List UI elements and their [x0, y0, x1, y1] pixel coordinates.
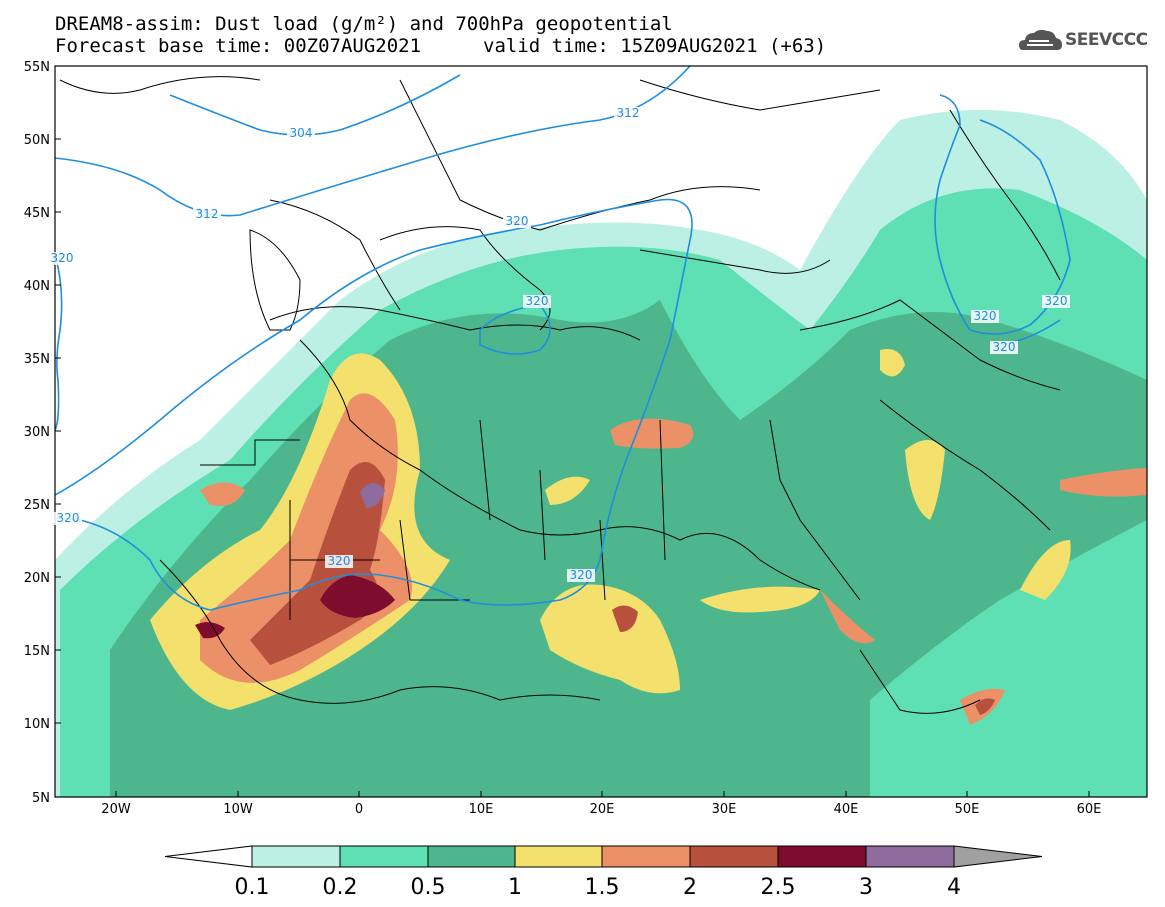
- logo-text: SEEVCCC: [1065, 30, 1148, 50]
- contour-label: 320: [57, 511, 80, 525]
- colorbar-swatch: [689, 845, 779, 868]
- contour-label: 320: [1045, 294, 1068, 308]
- seevccc-logo: SEEVCCC: [1017, 26, 1148, 56]
- valid-time: valid time: 15Z09AUG2021 (+63): [483, 35, 827, 57]
- contour-label-background: [193, 208, 221, 221]
- forecast-base-time: Forecast base time: 00Z07AUG2021: [55, 35, 422, 57]
- contour-label-background: [48, 252, 76, 265]
- contour-label-background: [325, 555, 353, 568]
- contour-label: 304: [290, 126, 313, 140]
- contour-label-background: [990, 341, 1018, 354]
- contour-label-background: [54, 512, 82, 525]
- contour-label-background: [523, 295, 551, 308]
- contour-label-background: [503, 215, 531, 228]
- longitude-label: 10E: [469, 802, 494, 817]
- longitude-label: 0: [355, 802, 363, 817]
- longitude-label: 40E: [834, 802, 859, 817]
- latitude-label: 5N: [32, 791, 50, 806]
- country-borders: [59, 76, 1061, 714]
- contour-label: 312: [617, 106, 640, 120]
- colorbar: 0.1 0.2 0.5 1 1.5 2 2.5 3 4: [164, 845, 1043, 900]
- colorbar-swatch: [339, 845, 429, 868]
- contour-label: 312: [196, 207, 219, 221]
- colorbar-label: 0.5: [411, 875, 446, 900]
- contour-label: 320: [526, 294, 549, 308]
- latitude-label: 15N: [24, 644, 50, 659]
- colorbar-label: 3: [859, 875, 873, 900]
- contour-label: 320: [506, 214, 529, 228]
- colorbar-swatch: [601, 845, 691, 868]
- colorbar-swatch: [514, 845, 603, 868]
- contour-label-background: [567, 569, 595, 582]
- colorbar-label: 4: [947, 875, 961, 900]
- latitude-label: 50N: [24, 133, 50, 148]
- colorbar-label: 1: [508, 875, 522, 900]
- latitude-label: 30N: [24, 425, 50, 440]
- contour-label: 320: [328, 554, 351, 568]
- contour-label: 320: [974, 309, 997, 323]
- longitude-label: 20E: [590, 802, 615, 817]
- contour-label: 320: [570, 568, 593, 582]
- latitude-label: 45N: [24, 206, 50, 221]
- contour-label: 320: [993, 340, 1016, 354]
- map-area: [55, 66, 1147, 797]
- colorbar-swatch: [777, 845, 867, 868]
- colorbar-low-arrow: [164, 845, 253, 868]
- colorbar-swatch: [251, 845, 341, 868]
- contour-label-background: [971, 310, 999, 323]
- longitude-label: 20W: [101, 802, 131, 817]
- colorbar-label: 0.1: [235, 875, 270, 900]
- colorbar-label: 0.2: [323, 875, 358, 900]
- contour-label-background: [1042, 295, 1070, 308]
- colorbar-label: 2: [683, 875, 697, 900]
- longitude-label: 60E: [1077, 802, 1102, 817]
- colorbar-label: 1.5: [585, 875, 620, 900]
- latitude-label: 10N: [24, 717, 50, 732]
- longitude-label: 10W: [223, 802, 253, 817]
- latitude-label: 20N: [24, 571, 50, 586]
- colorbar-high-arrow: [953, 845, 1043, 868]
- contour-label-group: 304 312 312 320 320 320 320 320 320 320 320 320: [48, 106, 1070, 582]
- contour-label-background: [287, 127, 315, 140]
- latitude-label: 25N: [24, 498, 50, 513]
- latitude-label: 35N: [24, 352, 50, 367]
- map-title: DREAM8-assim: Dust load (g/m²) and 700hP…: [55, 13, 673, 35]
- dust-field: [55, 110, 1147, 797]
- colorbar-label: 2.5: [761, 875, 796, 900]
- latitude-axis: 55N 50N 45N 40N 35N 30N 25N 20N 15N 10N 5N: [24, 60, 61, 806]
- geopotential-contours: [55, 66, 1071, 611]
- longitude-label: 50E: [955, 802, 980, 817]
- cloud-icon: [1019, 29, 1062, 50]
- latitude-label: 40N: [24, 279, 50, 294]
- latitude-label: 55N: [24, 60, 50, 75]
- contour-label-background: [614, 107, 642, 120]
- colorbar-swatch: [427, 845, 516, 868]
- longitude-label: 30E: [712, 802, 737, 817]
- longitude-axis: 20W 10W 0 10E 20E 30E 40E 50E 60E: [101, 791, 1101, 817]
- contour-label: 320: [51, 251, 74, 265]
- colorbar-swatch: [865, 845, 955, 868]
